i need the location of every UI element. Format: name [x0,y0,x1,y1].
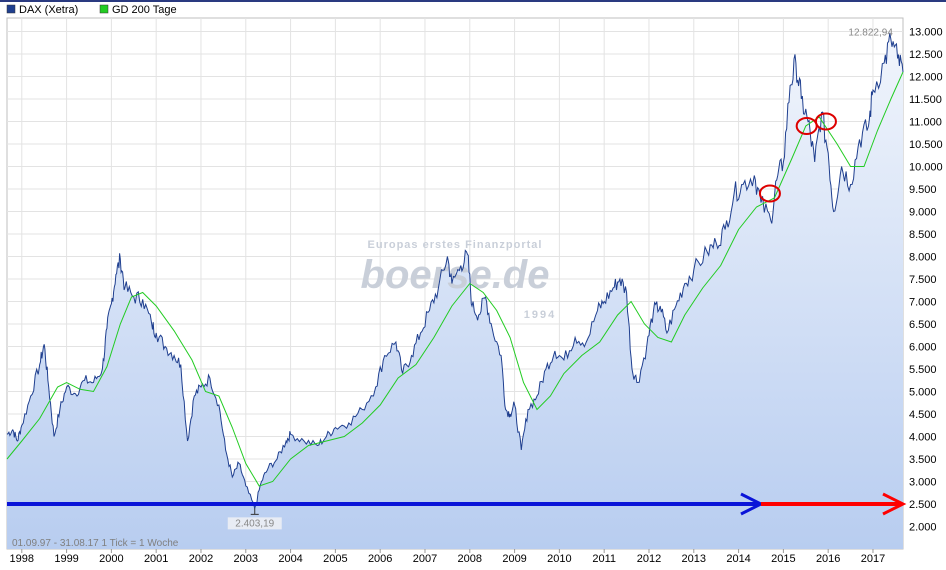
x-tick-label: 2001 [144,553,168,565]
watermark-brand: boerse.de [361,253,550,297]
y-tick-label: 5.500 [909,364,937,376]
x-tick-label: 1999 [54,553,78,565]
max-value-label: 12.822,94 [848,28,893,39]
x-tick-label: 2017 [861,553,885,565]
y-tick-label: 5.000 [909,387,937,399]
y-tick-label: 11.000 [909,117,942,129]
watermark-year: 1994 [524,309,556,321]
y-tick-label: 7.000 [909,297,937,309]
highlight-circle-0 [758,184,781,203]
annotation-layer [7,112,907,516]
y-tick-label: 6.500 [909,319,937,331]
x-axis: 1998 1999 2000 2001 2002 2003 2004 2005 2006 2007… [10,549,885,565]
y-tick-label: 3.500 [909,454,937,466]
series-layer [6,32,904,511]
legend-swatch-1 [99,4,109,14]
y-tick-label: 8.000 [909,252,937,264]
x-tick-label: 2006 [368,553,392,565]
x-tick-label: 2007 [413,553,437,565]
y-tick-label: 12.500 [909,49,943,61]
x-tick-label: 2005 [323,553,347,565]
arrow-head-1 [882,492,907,516]
y-tick-label: 8.500 [909,229,937,241]
y-tick-label: 2.000 [909,522,937,534]
min-value-label: 2.403,19 [235,518,274,529]
x-tick-label: 2010 [547,553,571,565]
x-tick-label: 1998 [10,553,34,565]
x-tick-label: 2002 [189,553,213,565]
x-tick-label: 2003 [234,553,258,565]
min-value-label-bg [227,517,282,530]
y-tick-label: 9.500 [909,184,937,196]
x-tick-label: 2013 [682,553,706,565]
x-tick-label: 2012 [637,553,661,565]
x-tick-label: 2000 [99,553,123,565]
legend: DAX (Xetra) GD 200 Tage [0,0,946,16]
legend-label-0: DAX (Xetra) [19,4,78,16]
x-tick-label: 2009 [502,553,526,565]
y-tick-label: 3.000 [909,477,937,489]
y-axis: 2.000 2.500 3.000 3.500 4.000 4.500 5.000 5.500… [909,27,943,534]
y-tick-label: 6.000 [909,342,937,354]
y-tick-label: 4.500 [909,409,937,421]
series-line-dax [6,32,904,511]
y-tick-label: 7.500 [909,274,937,286]
x-tick-label: 2004 [278,553,302,565]
y-tick-label: 10.000 [909,162,943,174]
x-tick-label: 2011 [592,553,616,565]
series-line-gd200 [6,71,904,487]
y-tick-label: 10.500 [909,139,943,151]
x-tick-label: 2016 [816,553,840,565]
watermark-logo: Europas erstes Finanzportal boerse.de 19… [361,239,556,321]
legend-bg [0,0,946,16]
x-tick-label: 2014 [726,553,750,565]
legend-swatch-0 [6,4,16,14]
highlight-circle-2 [814,112,837,131]
y-tick-label: 2.500 [909,499,937,511]
watermark-tagline: Europas erstes Finanzportal [368,239,543,251]
y-tick-label: 9.000 [909,207,937,219]
y-tick-label: 13.000 [909,27,943,39]
dax-area-fill [7,32,903,550]
legend-label-1: GD 200 Tage [112,4,177,16]
y-tick-label: 12.000 [909,72,943,84]
x-tick-label: 2015 [771,553,795,565]
y-tick-label: 4.000 [909,432,937,444]
footer-range-label: 01.09.97 - 31.08.17 1 Tick = 1 Woche [12,538,179,549]
x-tick-label: 2008 [458,553,482,565]
y-tick-label: 11.500 [909,94,942,106]
